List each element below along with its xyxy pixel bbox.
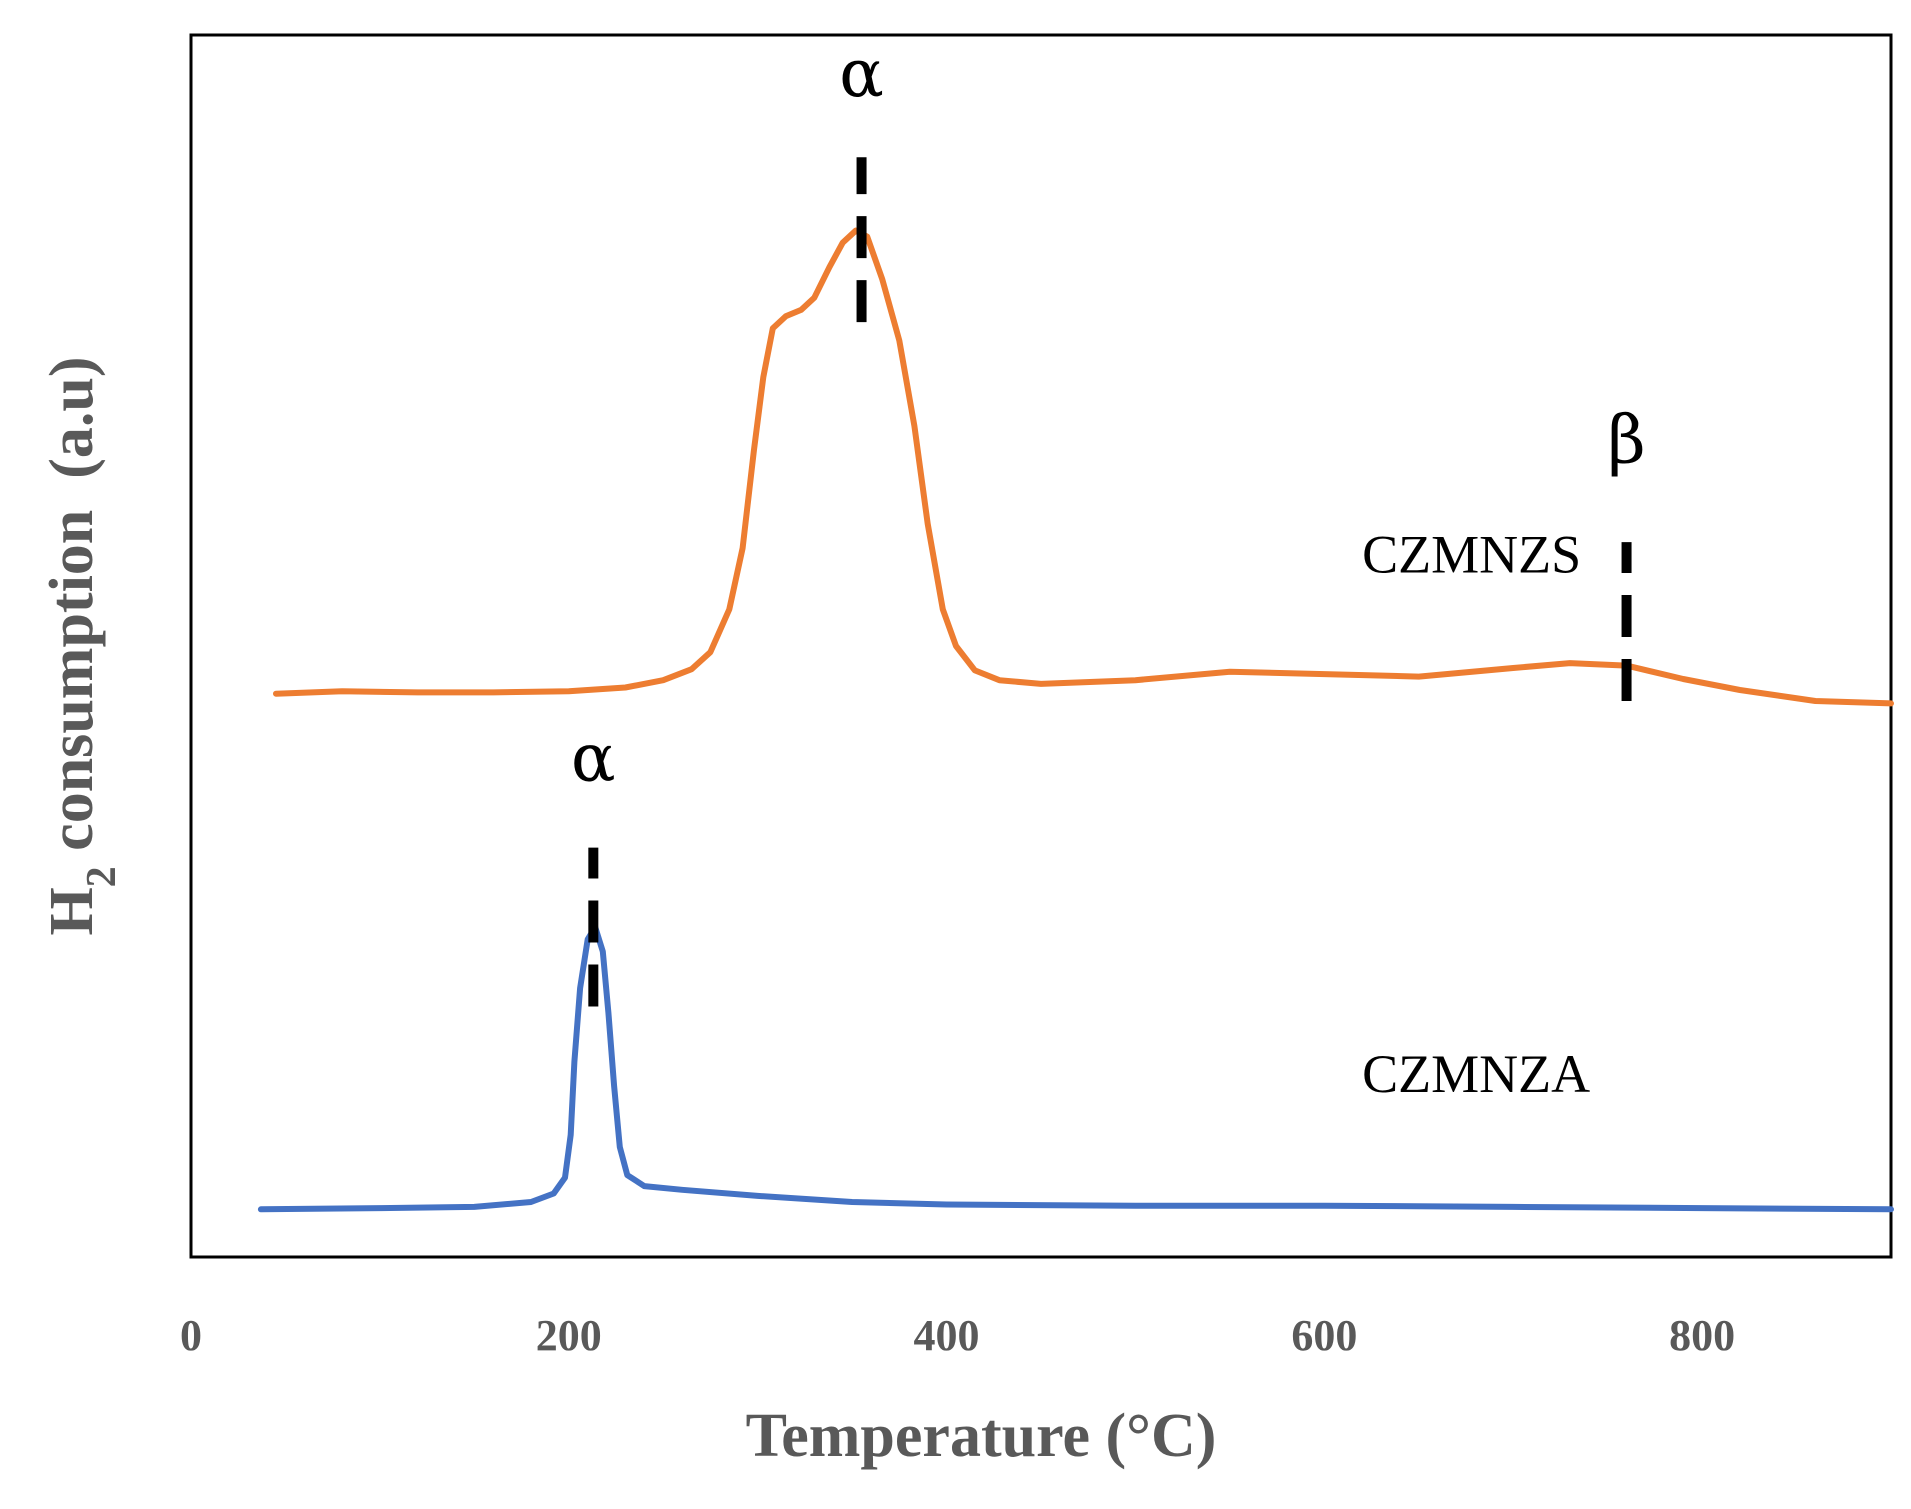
annotation-layer: α β α: [571, 35, 1646, 1007]
peak-label-1: β: [1607, 402, 1645, 479]
x-tick-label: 600: [1291, 1311, 1357, 1360]
x-tick-labels: 0 200 400 600 800: [180, 1311, 1735, 1360]
y-axis-title: H2 consumption (a.u): [38, 356, 125, 935]
x-tick-label: 400: [914, 1311, 980, 1360]
series-layer: CZMNZS CZMNZA: [257, 227, 1894, 1213]
x-tick-label: 0: [180, 1311, 202, 1360]
series-line-czmnzs: [273, 227, 1894, 707]
peak-label-0: α: [839, 35, 884, 112]
peak-label-2: α: [571, 719, 616, 796]
y-axis-title-rest: consumption (a.u): [38, 356, 106, 866]
series-label-czmnzs: CZMNZS: [1362, 525, 1581, 585]
x-tick-label: 200: [536, 1311, 602, 1360]
plot-frame: [189, 33, 1893, 1259]
y-axis-title-subscript: 2: [79, 866, 125, 887]
y-axis-title-main: H: [38, 887, 106, 935]
series-line-czmnza: [257, 924, 1894, 1213]
x-tick-label: 800: [1669, 1311, 1735, 1360]
series-label-czmnza: CZMNZA: [1362, 1044, 1590, 1104]
x-axis-title: Temperature (°C): [746, 1402, 1217, 1470]
